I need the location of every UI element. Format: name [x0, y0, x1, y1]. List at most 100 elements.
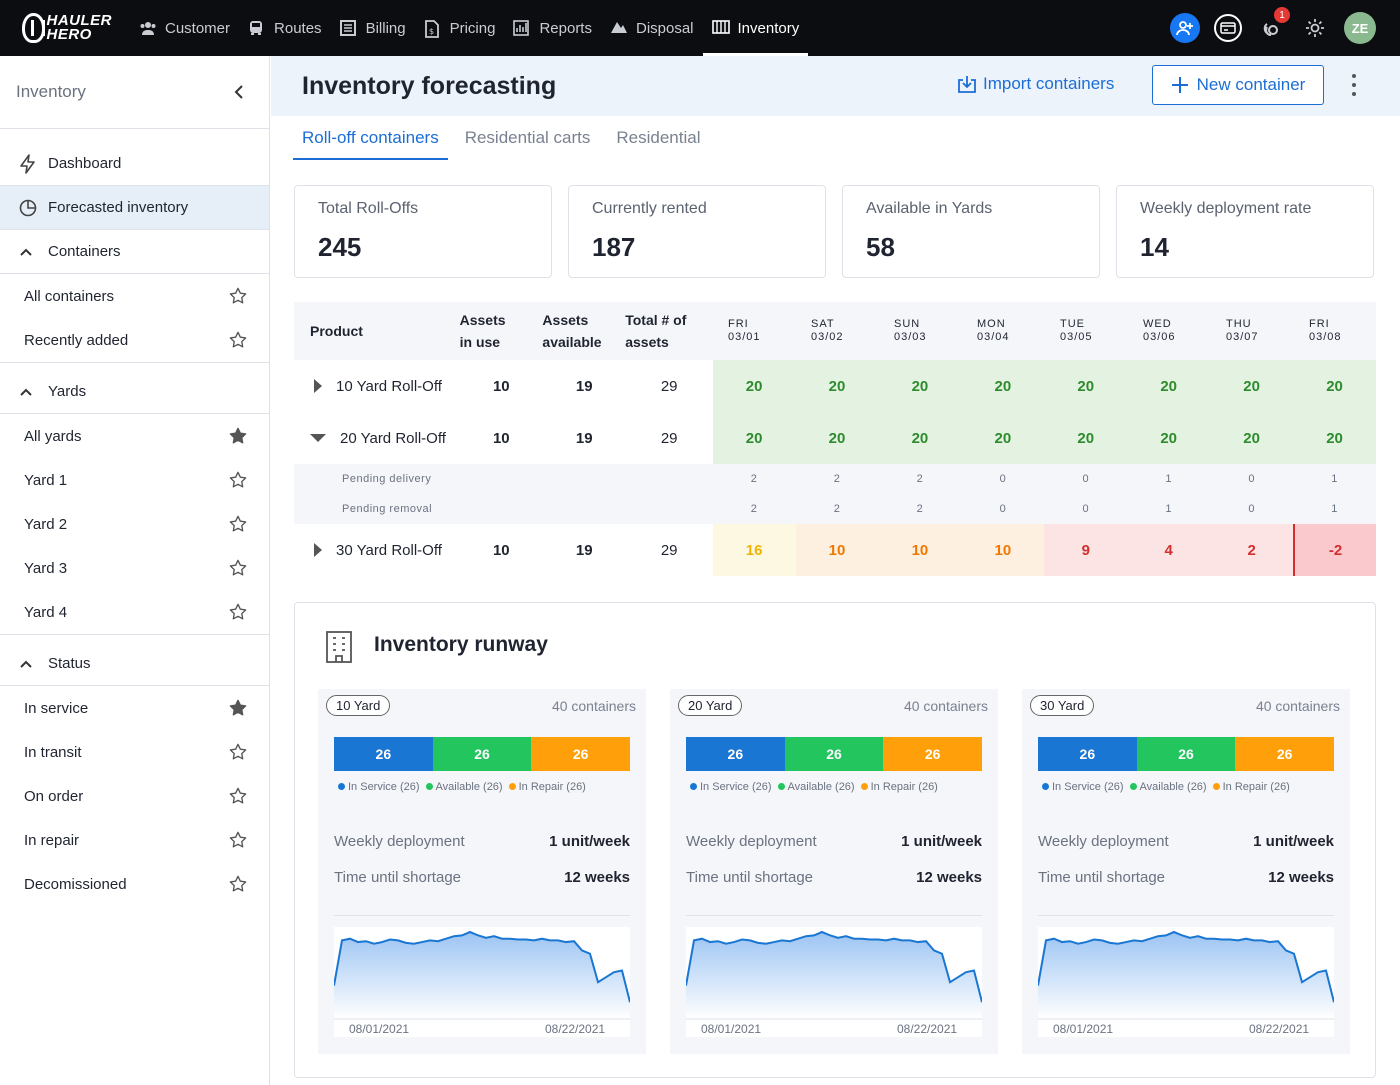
billing-card-button[interactable]: [1214, 14, 1242, 42]
day-of-week: SAT: [811, 318, 835, 330]
tab-residential[interactable]: Residential: [616, 128, 701, 147]
weekly-deployment-label: Weekly deployment: [1038, 833, 1169, 850]
day-header: FRI 03/01: [712, 302, 795, 360]
runway-card: 20 Yard 40 containers 26 26 26 In Service (26…: [670, 689, 998, 1054]
collapse-sidebar-icon[interactable]: [233, 85, 245, 99]
sidebar-item-in-service[interactable]: In service: [0, 686, 269, 730]
subrow-value: 1: [1165, 473, 1173, 485]
sidebar-item-recently-added[interactable]: Recently added: [0, 318, 269, 362]
new-container-button[interactable]: New container: [1152, 65, 1324, 105]
sidebar-item-yard-1[interactable]: Yard 1: [0, 458, 269, 502]
sidebar-item-yard-3[interactable]: Yard 3: [0, 546, 269, 590]
star-outline-icon[interactable]: [229, 471, 247, 489]
caret-right-icon[interactable]: [314, 379, 322, 393]
tab-roll-off-containers[interactable]: Roll-off containers: [293, 116, 448, 160]
assets-in-use: 10: [492, 541, 510, 559]
hauler-hero-logo[interactable]: HAULER HERO: [22, 11, 112, 45]
sidebar-nav: Dashboard Forecasted inventory Containers A…: [0, 142, 269, 906]
sidebar-group-status[interactable]: Status: [0, 642, 269, 686]
add-user-icon: [1176, 21, 1193, 36]
sidebar-item-yard-2[interactable]: Yard 2: [0, 502, 269, 546]
settings-button[interactable]: [1300, 13, 1330, 43]
star-outline-icon[interactable]: [229, 559, 247, 577]
star-outline-icon[interactable]: [229, 831, 247, 849]
nav-item-inventory[interactable]: Inventory: [702, 0, 809, 56]
nav-item-pricing[interactable]: $ Pricing: [415, 0, 505, 56]
sidebar-item-label: Forecasted inventory: [48, 199, 189, 216]
more-options-icon[interactable]: [1348, 74, 1360, 96]
day-header: WED 03/06: [1127, 302, 1210, 360]
table-row[interactable]: 10 Yard Roll-Off 10 19 29 20 20 20 20 20 20 20 20: [294, 360, 1376, 412]
sidebar-group-label: Status: [48, 655, 91, 672]
star-outline-icon[interactable]: [229, 287, 247, 305]
nav-item-disposal[interactable]: Disposal: [601, 0, 703, 56]
legend-item: In Repair (26): [508, 781, 586, 793]
pie-chart-icon: [18, 198, 38, 218]
day-date: 03/05: [1060, 331, 1093, 343]
sidebar-group-label: Yards: [48, 383, 87, 400]
sidebar-item-all-yards[interactable]: All yards: [0, 414, 269, 458]
sidebar-item-label: In service: [24, 699, 89, 717]
bar-segment: 26: [432, 737, 532, 771]
sidebar-group-containers[interactable]: Containers: [0, 230, 269, 274]
weekly-deployment-row: Weekly deployment 1 unit/week: [686, 833, 982, 850]
star-outline-icon[interactable]: [229, 875, 247, 893]
caret-right-icon[interactable]: [314, 543, 322, 557]
star-outline-icon[interactable]: [229, 603, 247, 621]
sidebar-item-label: Yard 1: [24, 471, 68, 489]
assets-available: 19: [575, 429, 593, 447]
top-right-actions: 1 ZE: [1170, 7, 1376, 44]
bell-icon: [1263, 23, 1278, 36]
notifications-button[interactable]: 1: [1256, 7, 1290, 43]
top-navbar: HAULER HERO Customer Routes Billing $ Pricin…: [0, 0, 1400, 56]
caret-down-icon[interactable]: [310, 434, 326, 442]
user-avatar[interactable]: ZE: [1344, 12, 1376, 44]
star-outline-icon[interactable]: [229, 787, 247, 805]
nav-item-billing[interactable]: Billing: [331, 0, 415, 56]
total-assets: 29: [660, 377, 678, 395]
star-outline-icon[interactable]: [229, 743, 247, 761]
sidebar-item-in-transit[interactable]: In transit: [0, 730, 269, 774]
table-row[interactable]: 20 Yard Roll-Off 10 19 29 20 20 20 20 20 20 20 20: [294, 412, 1376, 464]
users-icon: [139, 20, 157, 36]
nav-item-label: Inventory: [737, 19, 800, 37]
day-header: SUN 03/03: [878, 302, 961, 360]
star-filled-icon[interactable]: [229, 427, 247, 445]
forecast-cell: 20: [961, 412, 1045, 464]
weekly-deployment-row: Weekly deployment 1 unit/week: [334, 833, 630, 850]
table-row[interactable]: 30 Yard Roll-Off 10 19 29 16 10 10 10 9 4 2 -2: [294, 524, 1376, 576]
nav-item-reports[interactable]: Reports: [504, 0, 601, 56]
sidebar-item-yard-4[interactable]: Yard 4: [0, 590, 269, 634]
stat-card: Available in Yards 58: [842, 185, 1100, 278]
sidebar-item-in-repair[interactable]: In repair: [0, 818, 269, 862]
sidebar-item-decomissioned[interactable]: Decomissioned: [0, 862, 269, 906]
star-outline-icon[interactable]: [229, 331, 247, 349]
nav-item-routes[interactable]: Routes: [239, 0, 331, 56]
svg-text:$: $: [429, 27, 434, 36]
import-containers-button[interactable]: Import containers: [957, 74, 1114, 94]
day-of-week: WED: [1143, 318, 1172, 330]
tab-residential-carts[interactable]: Residential carts: [464, 128, 591, 147]
sidebar-item-on-order[interactable]: On order: [0, 774, 269, 818]
add-user-button[interactable]: [1170, 13, 1200, 43]
sidebar-item-forecasted-inventory[interactable]: Forecasted inventory: [0, 186, 269, 230]
sidebar-item-dashboard[interactable]: Dashboard: [0, 142, 269, 186]
forecast-cell: 20: [961, 360, 1045, 412]
legend-dot-icon: [1129, 783, 1137, 790]
day-of-week: TUE: [1060, 318, 1085, 330]
bar-legend: In Service (26) Available (26) In Repair (…: [338, 781, 586, 793]
page-header: Inventory forecasting Import containers …: [271, 56, 1400, 116]
star-filled-icon[interactable]: [229, 699, 247, 717]
star-outline-icon[interactable]: [229, 515, 247, 533]
sidebar-item-label: Recently added: [24, 331, 129, 349]
disposal-icon: [610, 20, 628, 36]
sidebar-item-label: All containers: [24, 287, 115, 305]
weekly-deployment-value: 1 unit/week: [549, 833, 630, 850]
nav-item-customer[interactable]: Customer: [130, 0, 239, 56]
sparkline-area: [1038, 932, 1334, 1019]
sidebar-group-yards[interactable]: Yards: [0, 370, 269, 414]
sidebar-item-all-containers[interactable]: All containers: [0, 274, 269, 318]
date-start: 08/01/2021: [349, 1022, 410, 1036]
billing-icon: [339, 20, 358, 36]
time-until-shortage-label: Time until shortage: [1038, 869, 1166, 886]
